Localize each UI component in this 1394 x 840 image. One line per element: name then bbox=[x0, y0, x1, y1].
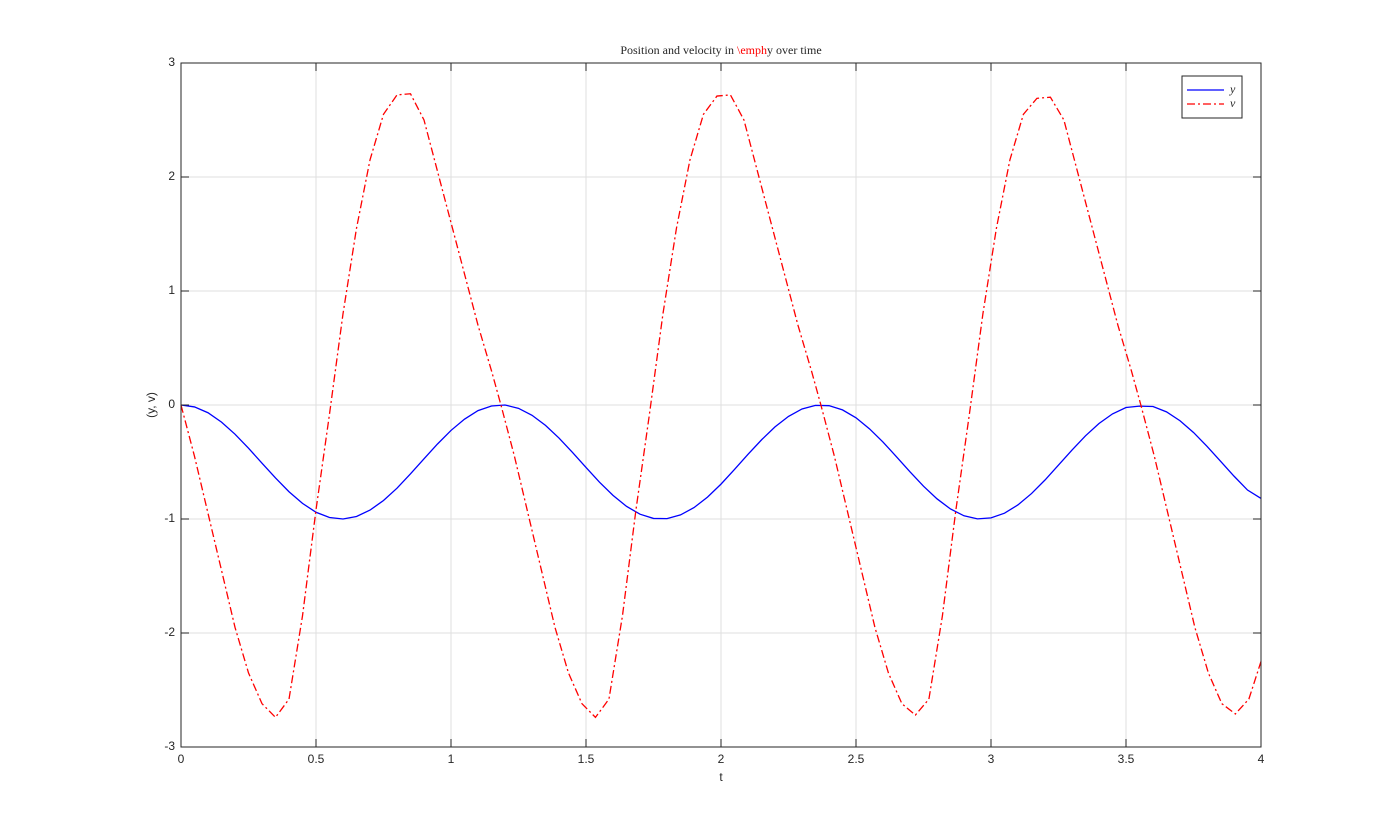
title-part: y over time bbox=[767, 43, 822, 57]
y-tick-label: 3 bbox=[168, 55, 175, 69]
y-tick-label: 0 bbox=[168, 397, 175, 411]
x-tick-label: 0 bbox=[178, 752, 185, 766]
y-tick-label: -3 bbox=[164, 739, 175, 753]
x-tick-label: 2.5 bbox=[848, 752, 865, 766]
grid bbox=[180, 62, 1262, 748]
x-tick-label: 3 bbox=[988, 752, 995, 766]
legend-label: v bbox=[1230, 96, 1236, 110]
x-tick-label: 2 bbox=[718, 752, 725, 766]
y-axis-label: (y, v) bbox=[144, 392, 158, 418]
y-tick-label: -2 bbox=[164, 625, 175, 639]
y-tick-label: 1 bbox=[168, 283, 175, 297]
legend-box bbox=[1181, 75, 1243, 119]
plot-area bbox=[180, 93, 1262, 719]
legend-label: y bbox=[1229, 82, 1236, 96]
x-tick-label: 1.5 bbox=[578, 752, 595, 766]
chart-title: Position and velocity in \emphy over tim… bbox=[620, 43, 821, 57]
title-highlight: \emph bbox=[737, 43, 767, 57]
y-tick-label: 2 bbox=[168, 169, 175, 183]
x-tick-label: 4 bbox=[1258, 752, 1265, 766]
y-tick-label: -1 bbox=[164, 511, 175, 525]
series-line bbox=[180, 404, 1262, 520]
legend: yv bbox=[1181, 75, 1243, 119]
x-tick-label: 3.5 bbox=[1118, 752, 1135, 766]
x-axis-label: t bbox=[719, 770, 723, 784]
x-tick-label: 1 bbox=[448, 752, 455, 766]
x-tick-label: 0.5 bbox=[308, 752, 325, 766]
title-part: Position and velocity in bbox=[620, 43, 737, 57]
